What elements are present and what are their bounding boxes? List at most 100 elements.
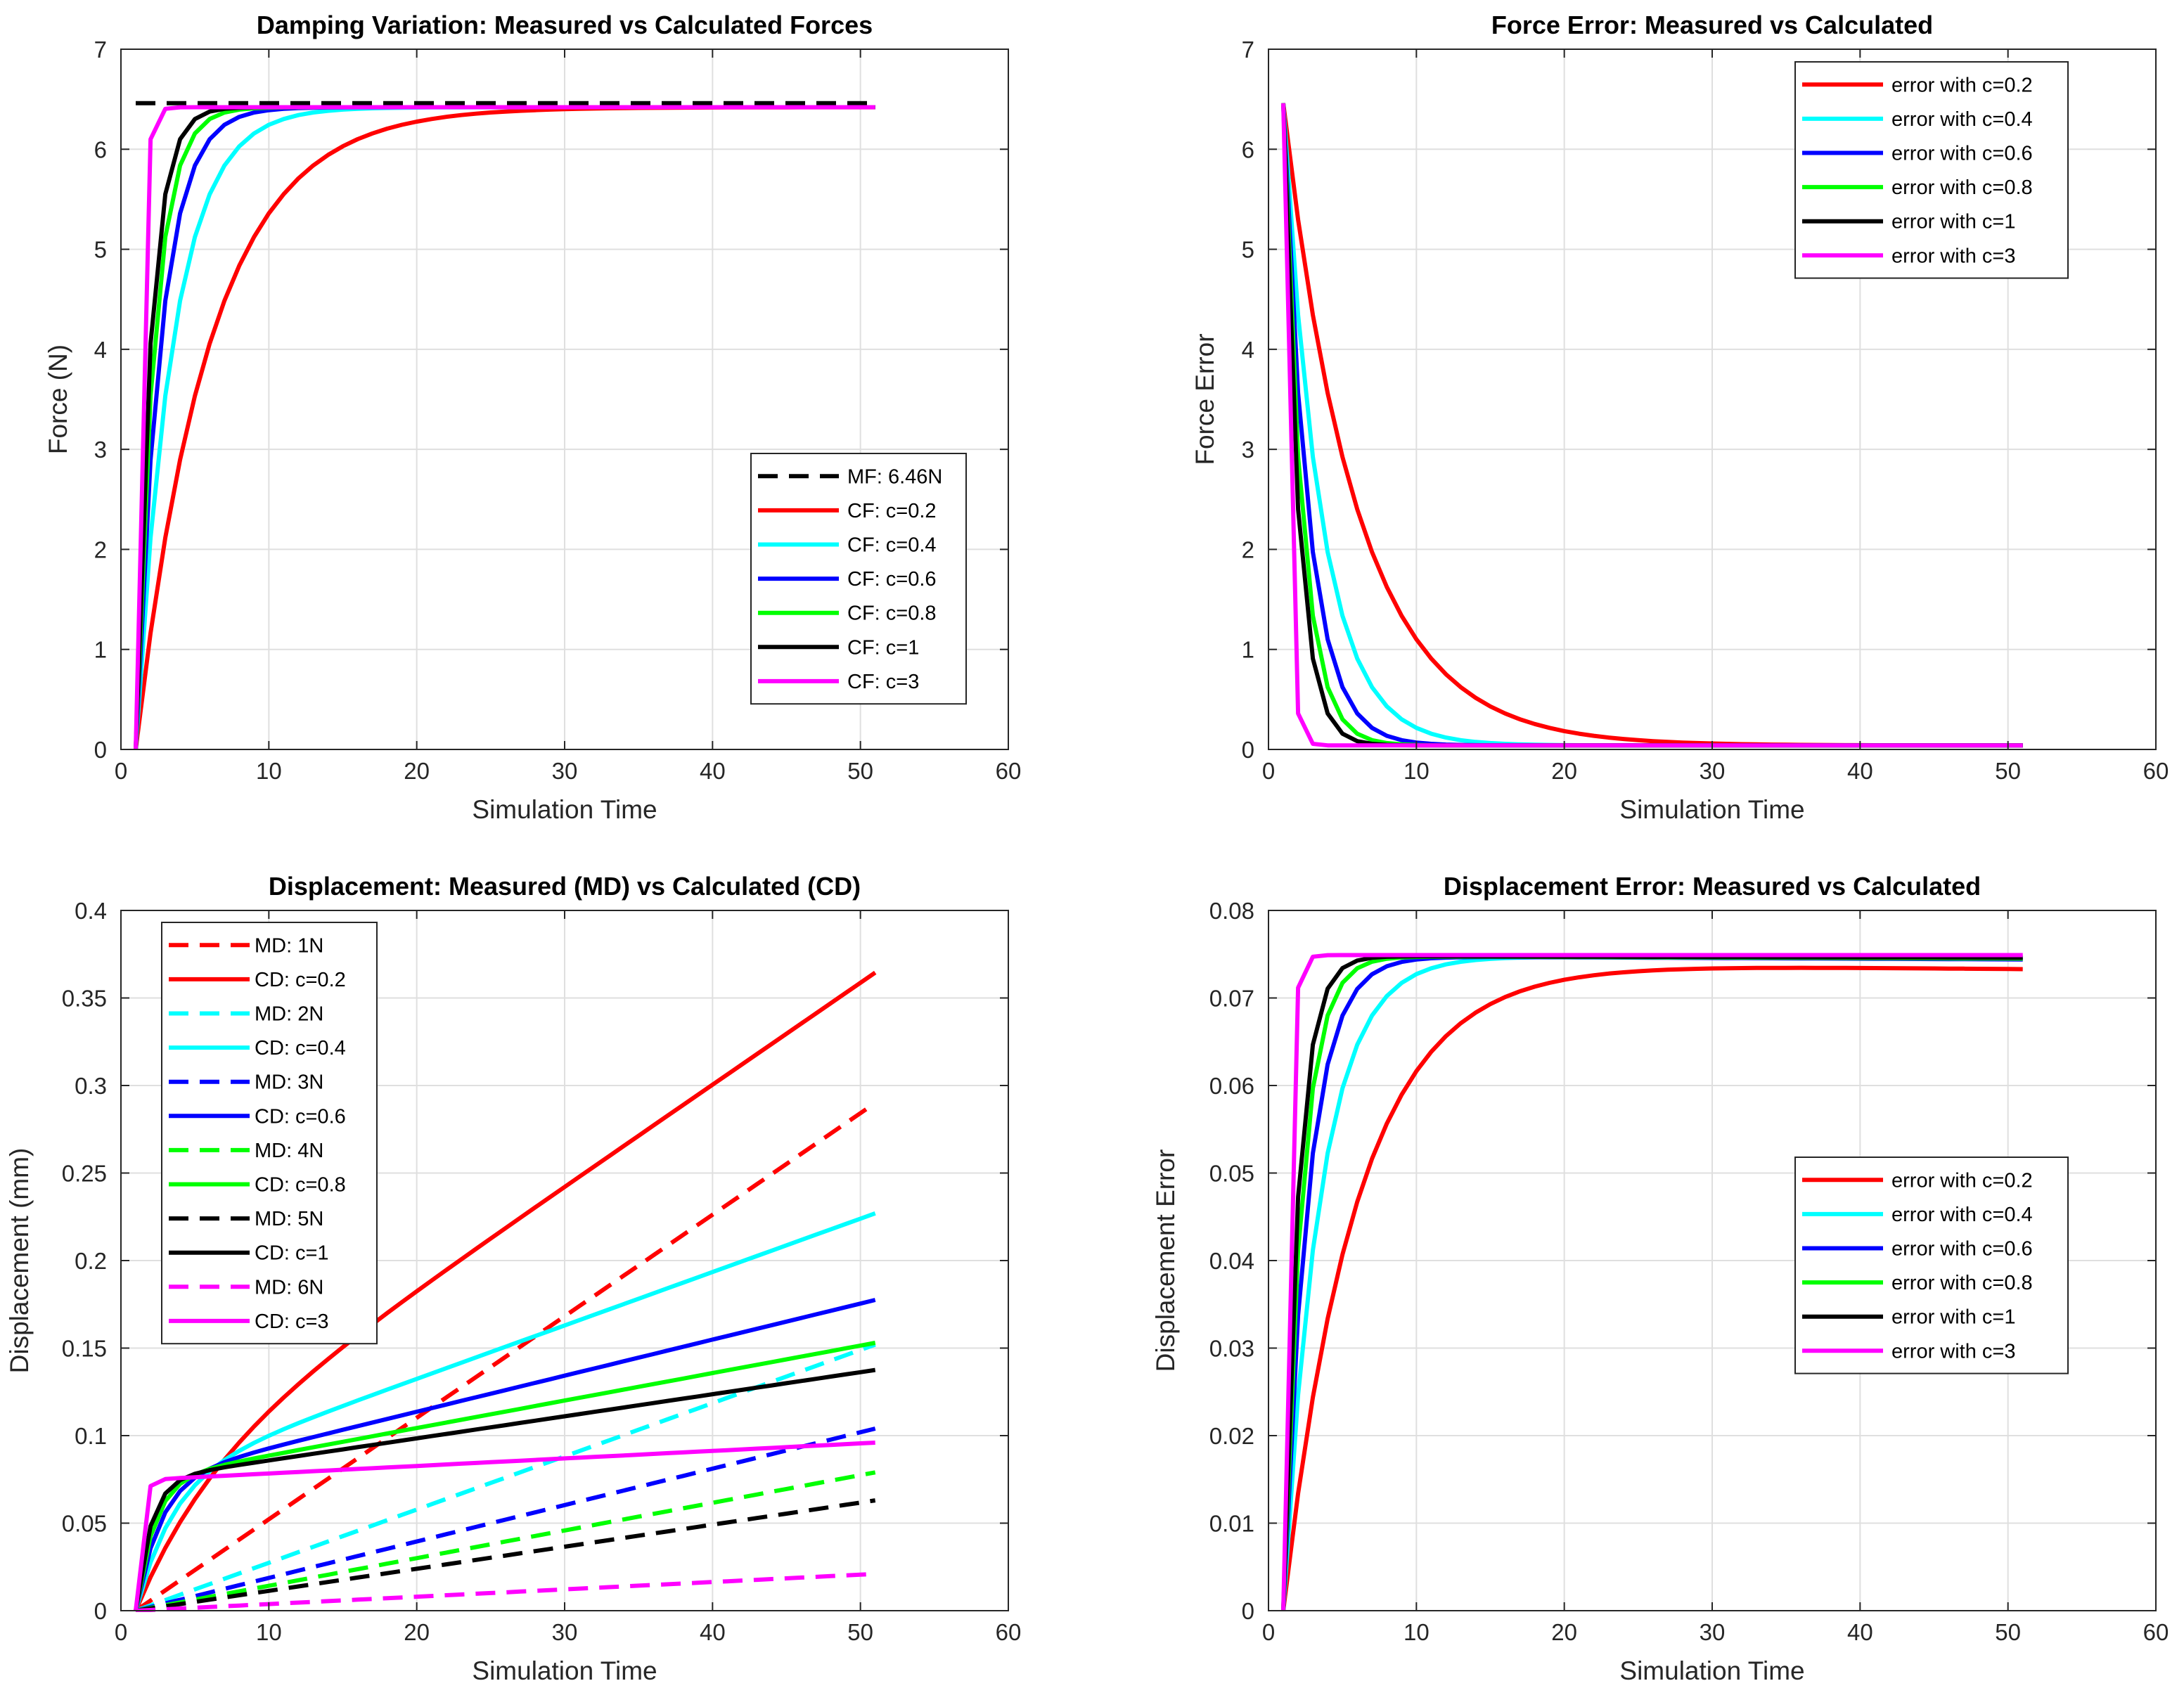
x-tick-label: 10	[256, 758, 282, 784]
x-tick-label: 0	[1262, 1619, 1275, 1645]
legend-entry: CD: c=0.2	[255, 969, 346, 991]
x-tick-label: 60	[2143, 758, 2169, 784]
legend: MF: 6.46N CF: c=0.2 CF: c=0.4 CF: c=0.6 CF: …	[750, 453, 967, 705]
chart-title: Damping Variation: Measured vs Calculate…	[257, 11, 873, 39]
x-axis-label: Simulation Time	[472, 795, 657, 824]
series-line-9	[134, 1367, 876, 1611]
y-tick-label: 0.1	[75, 1423, 107, 1449]
y-tick-label: 0.3	[75, 1073, 107, 1099]
chart-title: Force Error: Measured vs Calculated	[1491, 11, 1933, 39]
x-tick-label: 30	[552, 758, 578, 784]
y-tick-label: 2	[94, 536, 107, 562]
y-tick-label: 7	[94, 37, 107, 63]
series-line-5	[1281, 103, 2023, 748]
y-tick-label: 0.08	[1209, 898, 1254, 924]
y-tick-label: 0.15	[62, 1336, 107, 1362]
x-tick-label: 30	[1700, 1619, 1726, 1645]
legend-entry: error with c=0.8	[1891, 176, 2033, 199]
y-tick-label: 0.06	[1209, 1073, 1254, 1099]
chart-displacement: 0 10 20 30 40 50 60 0 0.05 0.1 0.15 0.2 0.25 0.3 0.35 0…	[5, 872, 1021, 1685]
chart-displacement-error: 0 10 20 30 40 50 60 0 0.01 0.02 0.03 0.04 0.05 0.06 0.…	[1151, 872, 2169, 1685]
x-tick-label: 0	[1262, 758, 1275, 784]
legend-entry: CF: c=0.4	[847, 534, 937, 557]
y-tick-label: 0.04	[1209, 1248, 1254, 1274]
y-tick-label: 0.2	[75, 1248, 107, 1274]
series-line-7	[134, 1341, 876, 1611]
y-tick-label: 0.02	[1209, 1423, 1254, 1449]
y-tick-label: 0	[1242, 737, 1254, 763]
y-tick-label: 1	[94, 637, 107, 663]
x-tick-label: 20	[1551, 758, 1577, 784]
series-line-6	[135, 1470, 876, 1612]
legend-entry: error with c=1	[1891, 1306, 2015, 1329]
series-group	[134, 970, 877, 1612]
series-line-6	[134, 105, 875, 750]
x-tick-label: 20	[1551, 1619, 1577, 1645]
legend-entry: error with c=0.2	[1891, 74, 2033, 96]
x-tick-label: 50	[847, 1619, 873, 1645]
x-axis-label: Simulation Time	[1619, 1656, 1804, 1685]
legend-entry: CF: c=0.8	[847, 603, 937, 625]
x-tick-label: 10	[1403, 1619, 1430, 1645]
y-tick-label: 0.25	[62, 1161, 107, 1187]
x-tick-label: 50	[1995, 1619, 2021, 1645]
legend-box	[161, 922, 378, 1345]
x-tick-label: 40	[1847, 758, 1873, 784]
y-tick-label: 0.03	[1209, 1336, 1254, 1362]
legend-entry: MD: 3N	[255, 1071, 323, 1094]
y-tick-label: 0.35	[62, 986, 107, 1012]
legend-entry: CF: c=3	[847, 671, 919, 693]
x-tick-label: 60	[996, 1619, 1022, 1645]
y-tick-label: 1	[1242, 637, 1254, 663]
series-line-4	[135, 1426, 876, 1612]
legend-entry: MD: 6N	[255, 1276, 323, 1299]
legend-entry: error with c=0.2	[1891, 1169, 2033, 1192]
series-line-5	[1281, 953, 2023, 1611]
legend-entry: CD: c=0.4	[255, 1037, 346, 1059]
y-tick-label: 0.07	[1209, 986, 1254, 1012]
x-tick-label: 0	[115, 758, 127, 784]
chart-force: 0 10 20 30 40 50 60 0 1 2 3 4 5 6 7 Damping Variation: …	[44, 11, 1021, 824]
legend-box	[1794, 61, 2069, 279]
legend-entry: error with c=0.4	[1891, 1204, 2033, 1226]
y-tick-label: 4	[1242, 337, 1254, 363]
legend-box	[1794, 1157, 2069, 1374]
series-group	[134, 101, 875, 750]
y-tick-label: 0.4	[75, 898, 107, 924]
y-tick-label: 0	[1242, 1598, 1254, 1624]
legend-entry: MD: 4N	[255, 1140, 323, 1162]
legend-entry: error with c=0.4	[1891, 108, 2033, 131]
y-tick-label: 0.05	[62, 1511, 107, 1537]
series-line-8	[135, 1498, 876, 1612]
series-line-0	[134, 1101, 877, 1612]
y-tick-label: 3	[94, 437, 107, 463]
y-tick-label: 3	[1242, 437, 1254, 463]
legend-entry: error with c=1	[1891, 211, 2015, 233]
legend-entry: MD: 5N	[255, 1208, 323, 1230]
legend-entry: CD: c=1	[255, 1242, 329, 1265]
y-axis-label: Displacement (mm)	[5, 1148, 34, 1374]
x-tick-label: 40	[700, 758, 726, 784]
chart-title: Displacement Error: Measured vs Calculat…	[1444, 872, 1981, 901]
legend-entry: CF: c=1	[847, 636, 919, 659]
y-axis-label: Displacement Error	[1151, 1149, 1180, 1372]
x-tick-label: 0	[115, 1619, 127, 1645]
chart-force-error: 0 10 20 30 40 50 60 0 1 2 3 4 5 6 7 Force Error: Measur…	[1190, 11, 2169, 824]
y-axis-label: Force Error	[1190, 333, 1219, 465]
x-tick-label: 10	[256, 1619, 282, 1645]
legend-entry: MD: 2N	[255, 1003, 323, 1026]
x-axis-label: Simulation Time	[472, 1656, 657, 1685]
x-tick-label: 40	[700, 1619, 726, 1645]
legend-entry: CF: c=0.2	[847, 500, 937, 522]
y-tick-label: 0	[94, 737, 107, 763]
legend: error with c=0.2 error with c=0.4 error wi…	[1794, 1157, 2069, 1374]
x-tick-label: 30	[552, 1619, 578, 1645]
x-tick-label: 10	[1403, 758, 1430, 784]
y-tick-label: 2	[1242, 536, 1254, 562]
legend-entry: error with c=0.6	[1891, 1238, 2033, 1261]
x-tick-label: 30	[1700, 758, 1726, 784]
series-line-3	[134, 1211, 876, 1611]
series-line-1	[134, 970, 877, 1612]
y-tick-label: 0.05	[1209, 1161, 1254, 1187]
x-tick-label: 40	[1847, 1619, 1873, 1645]
